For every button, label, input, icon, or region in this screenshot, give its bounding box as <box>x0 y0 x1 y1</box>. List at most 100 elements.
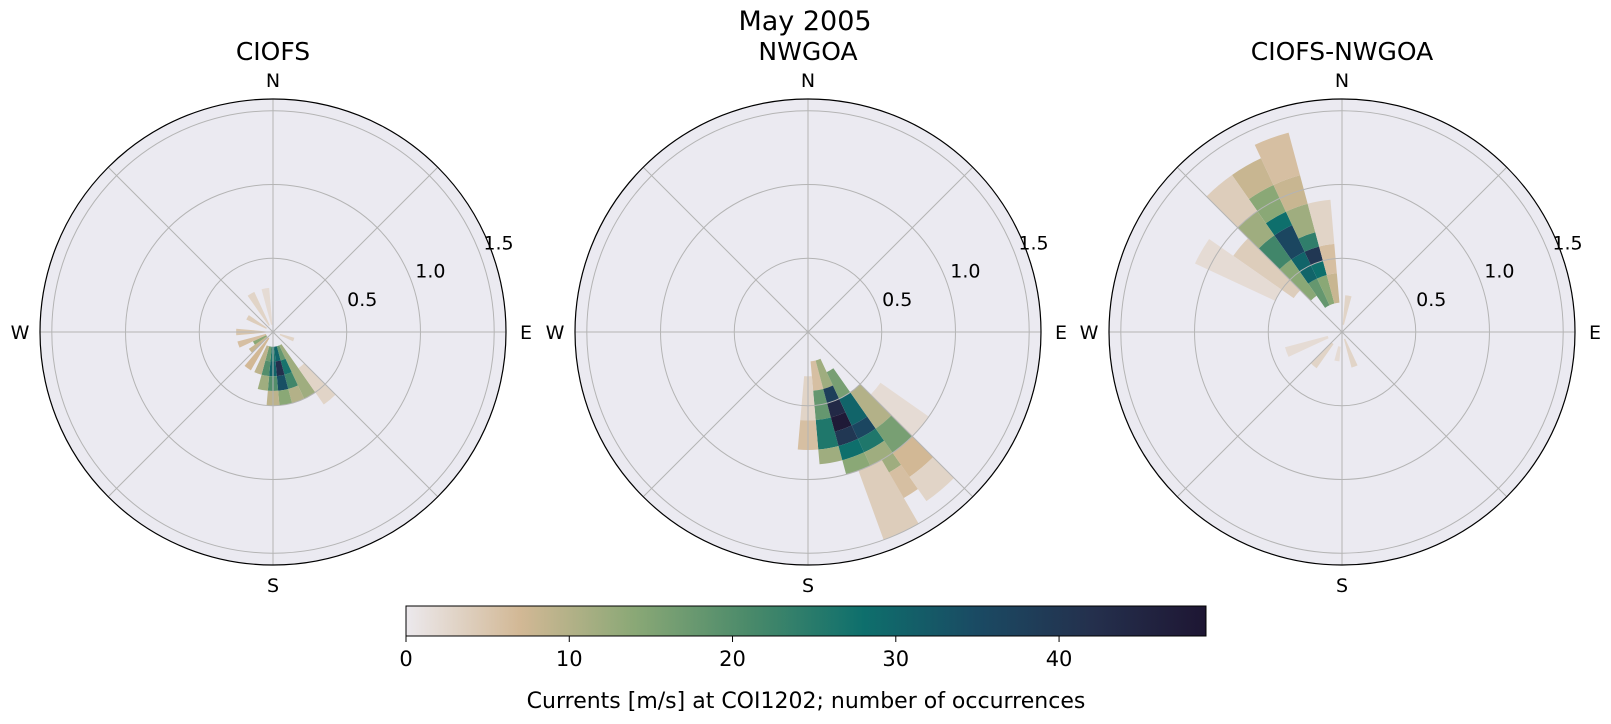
radial-tick-label: 0.5 <box>347 289 377 311</box>
colorbar-gradient <box>405 605 1207 637</box>
rose-cell <box>810 360 824 391</box>
rose-cell <box>237 333 267 348</box>
rose-cell <box>261 360 271 377</box>
rose-cell <box>857 428 885 453</box>
rose-cell <box>815 358 833 389</box>
rose-cell <box>1304 246 1323 266</box>
rose-cell <box>248 336 268 353</box>
rose-cell <box>274 346 281 362</box>
direction-label-w: W <box>1080 322 1099 344</box>
polar-frame <box>39 98 507 566</box>
angular-gridline <box>272 331 439 498</box>
rose-cell <box>1237 211 1275 249</box>
angular-gridline <box>807 331 974 498</box>
angular-gridline <box>107 166 274 333</box>
colorbar-label: Currents [m/s] at COI1202; number of occ… <box>527 689 1086 714</box>
colorbar: 0 10 20 30 40 Currents [m/s] at COI1202; num… <box>399 605 1207 714</box>
rose-cell <box>276 345 286 361</box>
angular-gridline <box>107 331 274 498</box>
rose-cell <box>1232 158 1274 200</box>
polar-frame <box>1108 98 1576 566</box>
angular-gridline <box>1176 331 1343 498</box>
figure-title: May 2005 <box>738 6 871 37</box>
rose-cell <box>870 382 929 437</box>
rose-cell <box>1274 225 1305 260</box>
rose-cell <box>818 445 843 465</box>
rose-cell <box>284 372 298 389</box>
angular-gridline <box>807 166 974 333</box>
rose-cell <box>276 374 289 391</box>
angular-gridline <box>642 331 809 498</box>
rose-cells <box>236 287 336 406</box>
rose-cell <box>278 388 293 406</box>
rose-cell <box>1265 211 1293 236</box>
direction-label-n: N <box>266 70 280 92</box>
rose-cell <box>1310 260 1327 279</box>
rose-cell <box>275 360 285 377</box>
direction-label-s: S <box>267 575 279 597</box>
rose-cell <box>839 392 868 426</box>
rose-cell <box>1307 199 1335 247</box>
rose-cell <box>892 436 934 477</box>
rose-cell <box>247 291 270 326</box>
colorbar-ticks: 0 10 20 30 40 <box>399 636 1072 671</box>
radial-tick-label: 1.0 <box>1484 261 1514 283</box>
rose-cell <box>823 385 840 404</box>
rose-cell <box>1233 238 1301 299</box>
radial-tick-label: 1.5 <box>1552 232 1582 254</box>
rose-cell <box>279 333 295 342</box>
rose-cell <box>838 438 865 461</box>
rose-cell <box>254 345 270 375</box>
angular-gridline <box>642 166 809 333</box>
rose-cell <box>261 287 273 325</box>
rose-cell <box>834 425 858 446</box>
rose-cell <box>1342 295 1352 325</box>
rose-cell <box>257 374 270 391</box>
rose-cells <box>797 358 954 540</box>
rose-cell <box>279 344 316 399</box>
radial-tick-label: 1.0 <box>415 261 445 283</box>
rose-cell <box>909 457 954 502</box>
panel-title-nwgoa: NWGOA <box>758 37 857 66</box>
rose-cell <box>815 417 839 450</box>
rose-cell <box>826 368 851 399</box>
rose-cell <box>1248 184 1286 224</box>
rose-cell <box>1279 259 1317 301</box>
direction-label-n: N <box>1335 70 1349 92</box>
rose-cell <box>1343 338 1358 368</box>
rose-cell <box>265 346 272 362</box>
angular-gridline <box>1176 166 1343 333</box>
rose-cell <box>246 315 267 329</box>
polar-panel-ciofs: 0.5 1.0 1.5 N E S W CIOFS <box>11 37 532 597</box>
direction-label-e: E <box>520 322 532 344</box>
direction-label-e: E <box>1055 322 1067 344</box>
direction-label-e: E <box>1589 322 1601 344</box>
rose-cell <box>298 363 336 405</box>
radial-tick-label: 1.0 <box>950 261 980 283</box>
angular-gridline <box>272 166 439 333</box>
panel-title-ciofs: CIOFS <box>236 37 310 66</box>
colorbar-tick-label: 40 <box>1046 647 1073 671</box>
rose-cell <box>830 412 852 432</box>
rose-cell <box>1298 232 1320 252</box>
rose-cell <box>1334 346 1341 362</box>
rose-cell <box>280 358 292 375</box>
rose-cell <box>244 337 270 371</box>
rose-cell <box>875 415 913 453</box>
rose-cell <box>1254 132 1301 185</box>
rose-cell <box>850 384 892 429</box>
rose-cell <box>1310 342 1334 369</box>
polar-panel-ciofs-nwgoa: 0.5 1.0 1.5 N E S W CIOFS-NWGOA <box>1080 37 1601 597</box>
rose-cell <box>827 398 846 418</box>
rose-cell <box>1326 273 1340 304</box>
rose-cell <box>1285 335 1329 357</box>
rose-cell <box>851 416 876 439</box>
rose-cell <box>1317 275 1335 306</box>
polar-frame <box>574 98 1042 566</box>
rose-cell <box>842 452 871 475</box>
radial-tick-label: 1.5 <box>1018 232 1048 254</box>
direction-label-w: W <box>546 322 565 344</box>
panel-title-ciofs-nwgoa: CIOFS-NWGOA <box>1251 37 1433 66</box>
rose-cell <box>252 335 267 345</box>
angular-gridline <box>1341 331 1508 498</box>
